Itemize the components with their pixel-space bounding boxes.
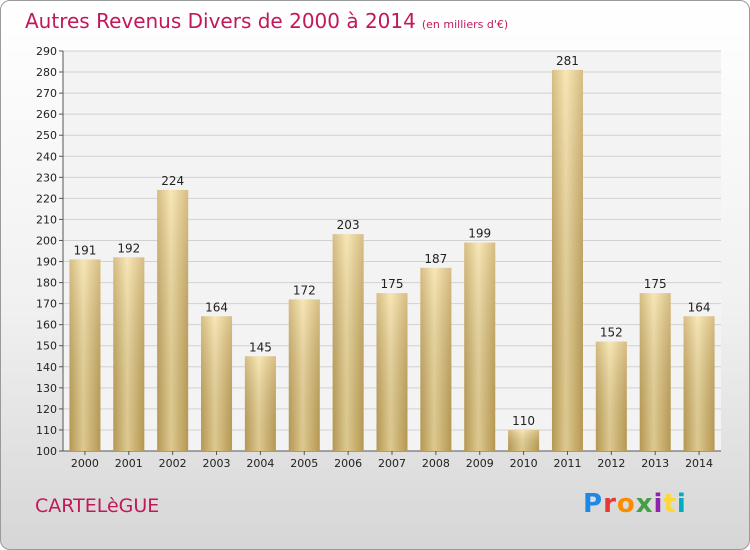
x-tick-label: 2012 <box>597 457 625 470</box>
data-label: 191 <box>73 243 96 257</box>
chart-title: Autres Revenus Divers de 2000 à 2014 (en … <box>25 9 508 33</box>
bar-shade <box>201 316 233 451</box>
x-tick-label: 2011 <box>553 457 581 470</box>
data-label: 164 <box>688 300 711 314</box>
x-tick-label: 2007 <box>378 457 406 470</box>
bar-shade <box>376 293 408 451</box>
y-tick-label: 170 <box>36 298 57 311</box>
x-tick-label: 2001 <box>115 457 143 470</box>
data-label: 152 <box>600 326 623 340</box>
y-tick-label: 180 <box>36 277 57 290</box>
data-label: 175 <box>381 277 404 291</box>
bar-shade <box>595 341 627 451</box>
x-tick-label: 2005 <box>290 457 318 470</box>
y-tick-label: 140 <box>36 361 57 374</box>
y-tick-label: 260 <box>36 108 57 121</box>
bar-shade <box>683 316 715 451</box>
y-tick-label: 110 <box>36 424 57 437</box>
bar-shade <box>113 257 145 451</box>
data-label: 199 <box>468 227 491 241</box>
y-tick-label: 220 <box>36 192 57 205</box>
y-tick-label: 160 <box>36 319 57 332</box>
y-tick-label: 240 <box>36 150 57 163</box>
x-tick-label: 2010 <box>510 457 538 470</box>
data-label: 175 <box>644 277 667 291</box>
chart-title-text: Autres Revenus Divers de 2000 à 2014 <box>25 9 416 33</box>
data-label: 224 <box>161 174 184 188</box>
bar-shade <box>551 69 583 452</box>
town-name: CARTELèGUE <box>35 495 160 517</box>
bar-shade <box>332 234 364 451</box>
data-label: 192 <box>117 241 140 255</box>
x-tick-label: 2004 <box>246 457 274 470</box>
bar-layer <box>69 69 715 452</box>
x-tick-label: 2002 <box>159 457 187 470</box>
proxiti-logo[interactable]: Proxiti <box>583 489 687 519</box>
y-tick-label: 190 <box>36 256 57 269</box>
bar-shade <box>288 299 320 451</box>
data-label: 145 <box>249 340 272 354</box>
bar-shade <box>639 293 671 451</box>
data-label: 203 <box>337 218 360 232</box>
y-tick-label: 130 <box>36 382 57 395</box>
y-tick-label: 210 <box>36 213 57 226</box>
bar-shade <box>69 259 101 451</box>
data-label: 187 <box>424 252 447 266</box>
chart-subtitle: (en milliers d'€) <box>421 18 509 31</box>
data-label: 110 <box>512 414 535 428</box>
data-label: 164 <box>205 300 228 314</box>
bar-shade <box>420 267 452 451</box>
x-tick-label: 2009 <box>466 457 494 470</box>
y-tick-label: 290 <box>36 45 57 58</box>
label-layer: 191 2000 192 2001 224 2002 164 2003 145 2004 172 20… <box>71 54 713 470</box>
y-tick-label: 270 <box>36 87 57 100</box>
x-tick-label: 2000 <box>71 457 99 470</box>
x-tick-label: 2013 <box>641 457 669 470</box>
y-tick-label: 230 <box>36 171 57 184</box>
y-tick-label: 150 <box>36 340 57 353</box>
x-tick-label: 2003 <box>203 457 231 470</box>
y-tick-label: 200 <box>36 234 57 247</box>
x-tick-label: 2006 <box>334 457 362 470</box>
y-tick-label: 280 <box>36 66 57 79</box>
y-tick-label: 120 <box>36 403 57 416</box>
y-tick-label: 100 <box>36 445 57 458</box>
bar-shade <box>464 242 496 451</box>
bar-shade <box>157 189 189 451</box>
data-label: 281 <box>556 54 579 68</box>
x-tick-label: 2014 <box>685 457 713 470</box>
data-label: 172 <box>293 283 316 297</box>
y-tick-label: 250 <box>36 129 57 142</box>
bar-shade <box>508 429 540 451</box>
x-tick-label: 2008 <box>422 457 450 470</box>
bar-shade <box>244 356 276 451</box>
